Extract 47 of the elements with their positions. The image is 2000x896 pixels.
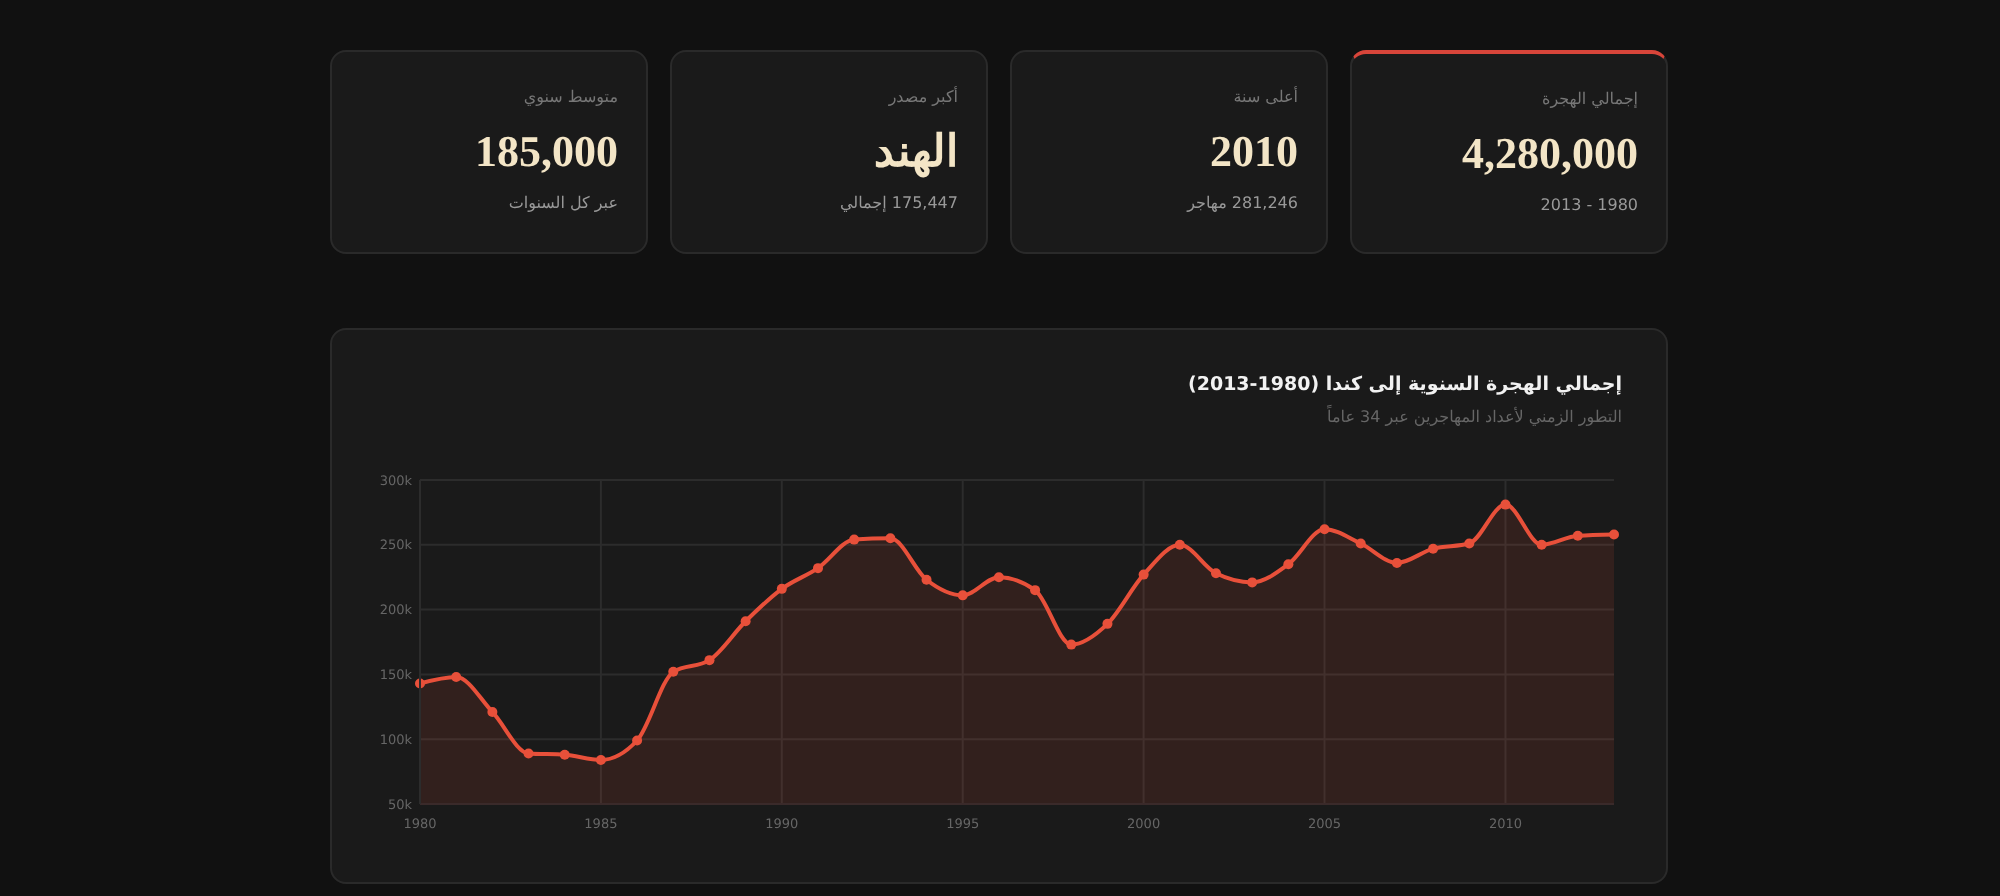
- point: [1283, 559, 1294, 570]
- text: 281,246 مهاجر: [1184, 194, 1298, 212]
- point: [1247, 577, 1258, 588]
- text: 175,447 إجمالي: [838, 194, 958, 212]
- point: [451, 671, 462, 682]
- text: الهند: [872, 126, 958, 178]
- text: أكبر مصدر: [886, 88, 958, 106]
- point: [1572, 530, 1583, 541]
- text: 185,000: [473, 126, 618, 178]
- point: [1030, 585, 1041, 596]
- text: 4,280,000: [1460, 128, 1638, 180]
- text: 1980 - 2013: [1538, 196, 1638, 214]
- point: [487, 706, 498, 717]
- point: [921, 574, 932, 585]
- point: [704, 655, 715, 666]
- point: [849, 534, 860, 545]
- point: [1500, 499, 1511, 510]
- point: [559, 749, 570, 760]
- text: عبر كل السنوات: [506, 194, 618, 212]
- point: [740, 616, 751, 627]
- point: [1355, 538, 1366, 549]
- text: متوسط سنوي: [521, 88, 618, 106]
- point: [993, 572, 1004, 583]
- point: [1174, 539, 1185, 550]
- point: [1391, 557, 1402, 568]
- point: [668, 666, 679, 677]
- chart-title: إجمالي الهجرة السنوية إلى كندا (1980-2013): [1188, 374, 1622, 396]
- text: إجمالي الهجرة: [1540, 90, 1638, 108]
- text: أعلى سنة: [1231, 88, 1298, 106]
- point: [1428, 543, 1439, 554]
- point: [523, 748, 534, 759]
- point: [1536, 539, 1547, 550]
- point: [1102, 618, 1113, 629]
- point: [1609, 529, 1619, 540]
- point: [1319, 524, 1330, 535]
- point: [1211, 568, 1221, 579]
- point: [595, 754, 606, 765]
- point: [957, 590, 968, 601]
- point: [1138, 569, 1149, 580]
- point: [813, 563, 823, 574]
- point: [885, 533, 896, 544]
- point: [776, 583, 787, 594]
- point: [1464, 538, 1475, 549]
- point: [1066, 639, 1077, 650]
- text: 2010: [1208, 126, 1298, 178]
- chart-subtitle: التطور الزمني لأعداد المهاجرين عبر 34 عاماً: [1325, 408, 1622, 426]
- point: [632, 735, 643, 746]
